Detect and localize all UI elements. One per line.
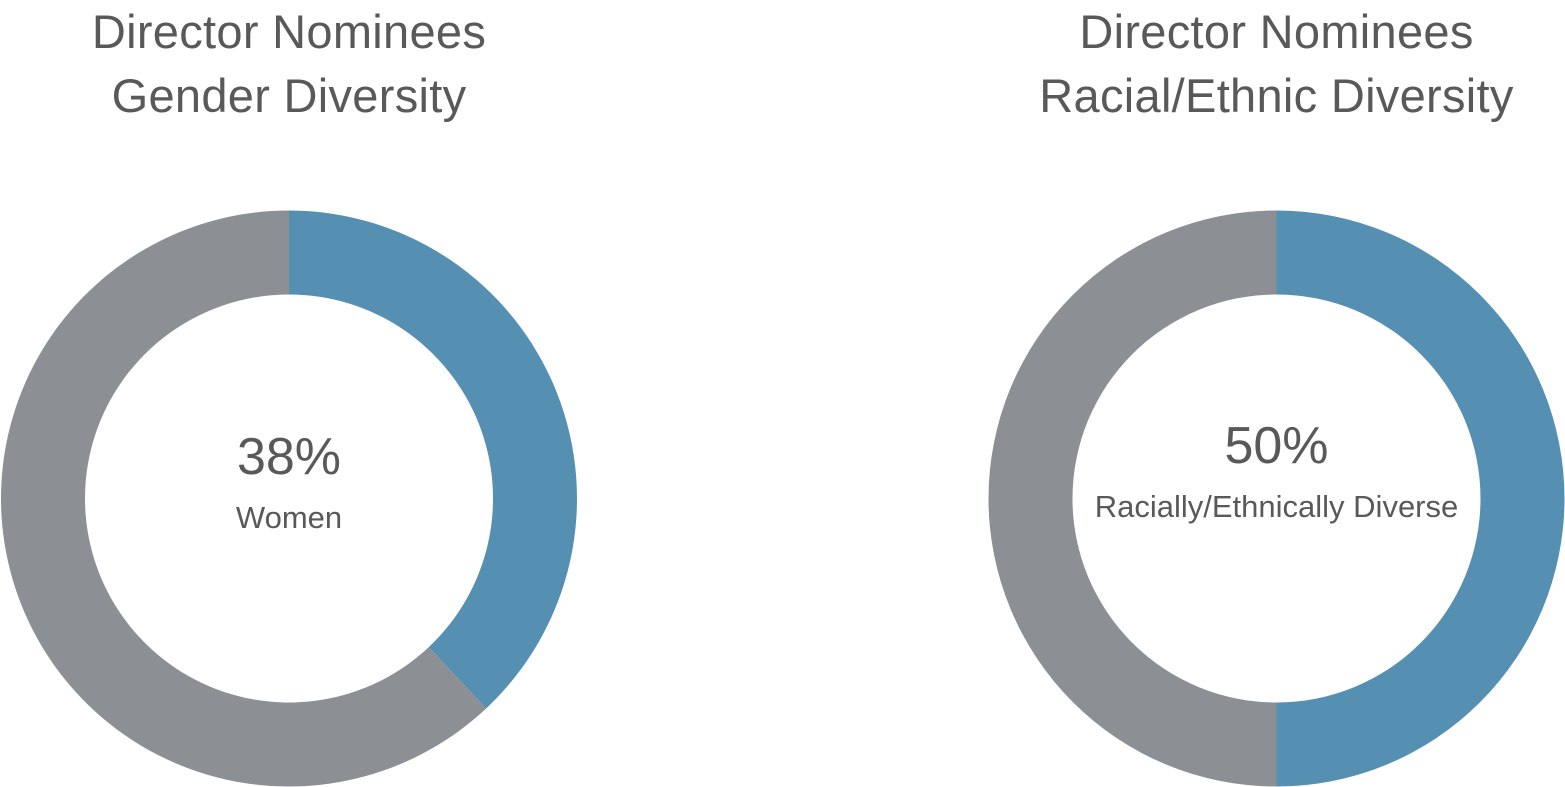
chart-title: Director Nominees Gender Diversity <box>0 0 578 128</box>
gender-diversity-chart: Director Nominees Gender Diversity 38% W… <box>0 0 578 787</box>
donut-chart <box>0 210 577 787</box>
chart-title-line-2: Gender Diversity <box>111 69 467 122</box>
donut-slice-remainder <box>0 210 487 787</box>
chart-title-line-2: Racial/Ethnic Diversity <box>1039 69 1514 122</box>
chart-title: Director Nominees Racial/Ethnic Diversit… <box>988 0 1565 128</box>
chart-title-line-1: Director Nominees <box>1079 5 1474 58</box>
donut-slice-remainder <box>988 210 1277 787</box>
donut-slice-highlight <box>289 210 577 709</box>
donut-chart <box>988 210 1565 787</box>
donut-slice-highlight <box>1276 210 1565 787</box>
racial-ethnic-diversity-chart: Director Nominees Racial/Ethnic Diversit… <box>988 0 1565 787</box>
chart-title-line-1: Director Nominees <box>91 5 487 58</box>
